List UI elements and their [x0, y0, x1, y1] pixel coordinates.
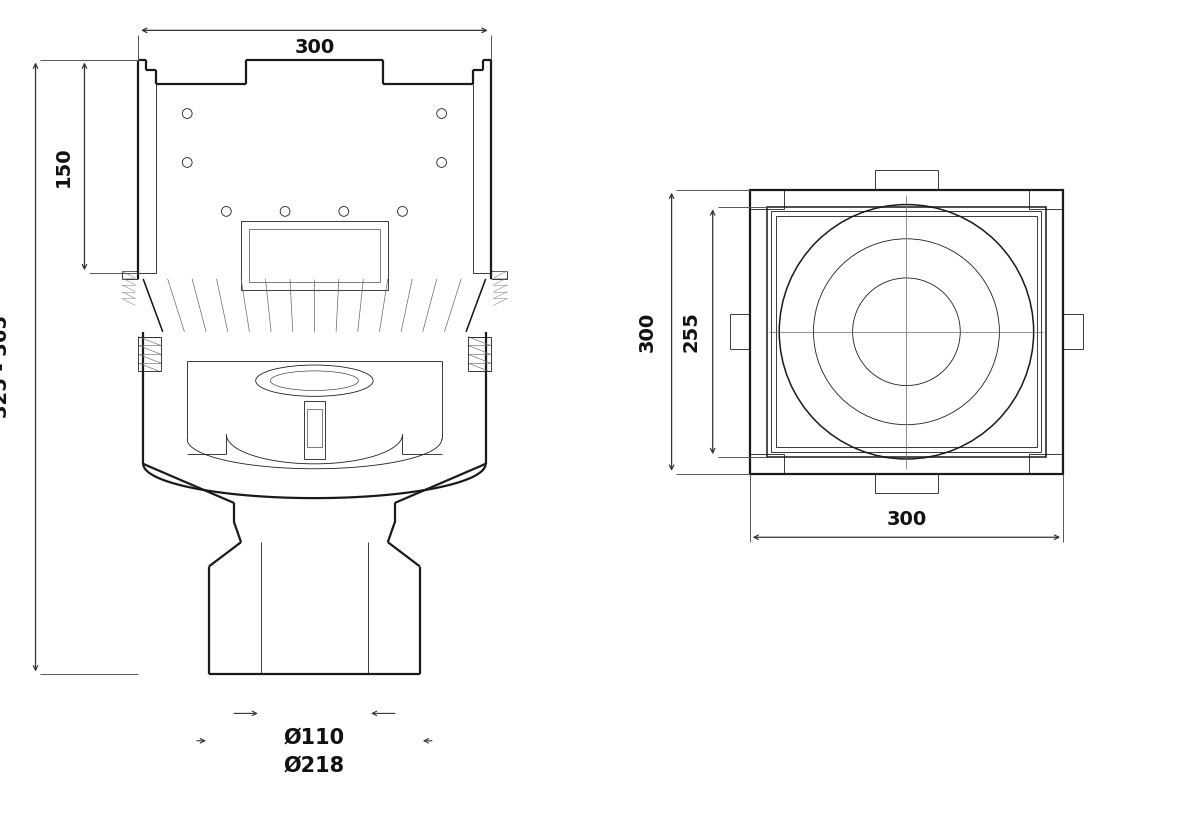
Bar [304, 401, 325, 459]
Bar [1028, 454, 1063, 474]
Bar [750, 454, 784, 474]
Bar [750, 190, 1063, 474]
Text: 150: 150 [54, 146, 72, 187]
Bar [750, 190, 784, 209]
Text: 300: 300 [887, 510, 926, 529]
Bar [767, 207, 1046, 457]
Text: 325 - 365: 325 - 365 [0, 316, 11, 419]
Text: 300: 300 [637, 311, 656, 352]
Text: Ø110: Ø110 [284, 728, 344, 748]
Bar [241, 221, 388, 290]
Text: 300: 300 [294, 39, 335, 58]
Text: Ø218: Ø218 [284, 756, 344, 775]
Bar [248, 229, 380, 282]
Text: 255: 255 [682, 311, 701, 352]
Bar [772, 212, 1042, 452]
Bar [776, 216, 1037, 447]
Bar [306, 409, 323, 447]
Bar [468, 337, 491, 371]
Bar [1028, 190, 1063, 209]
Bar [138, 337, 161, 371]
